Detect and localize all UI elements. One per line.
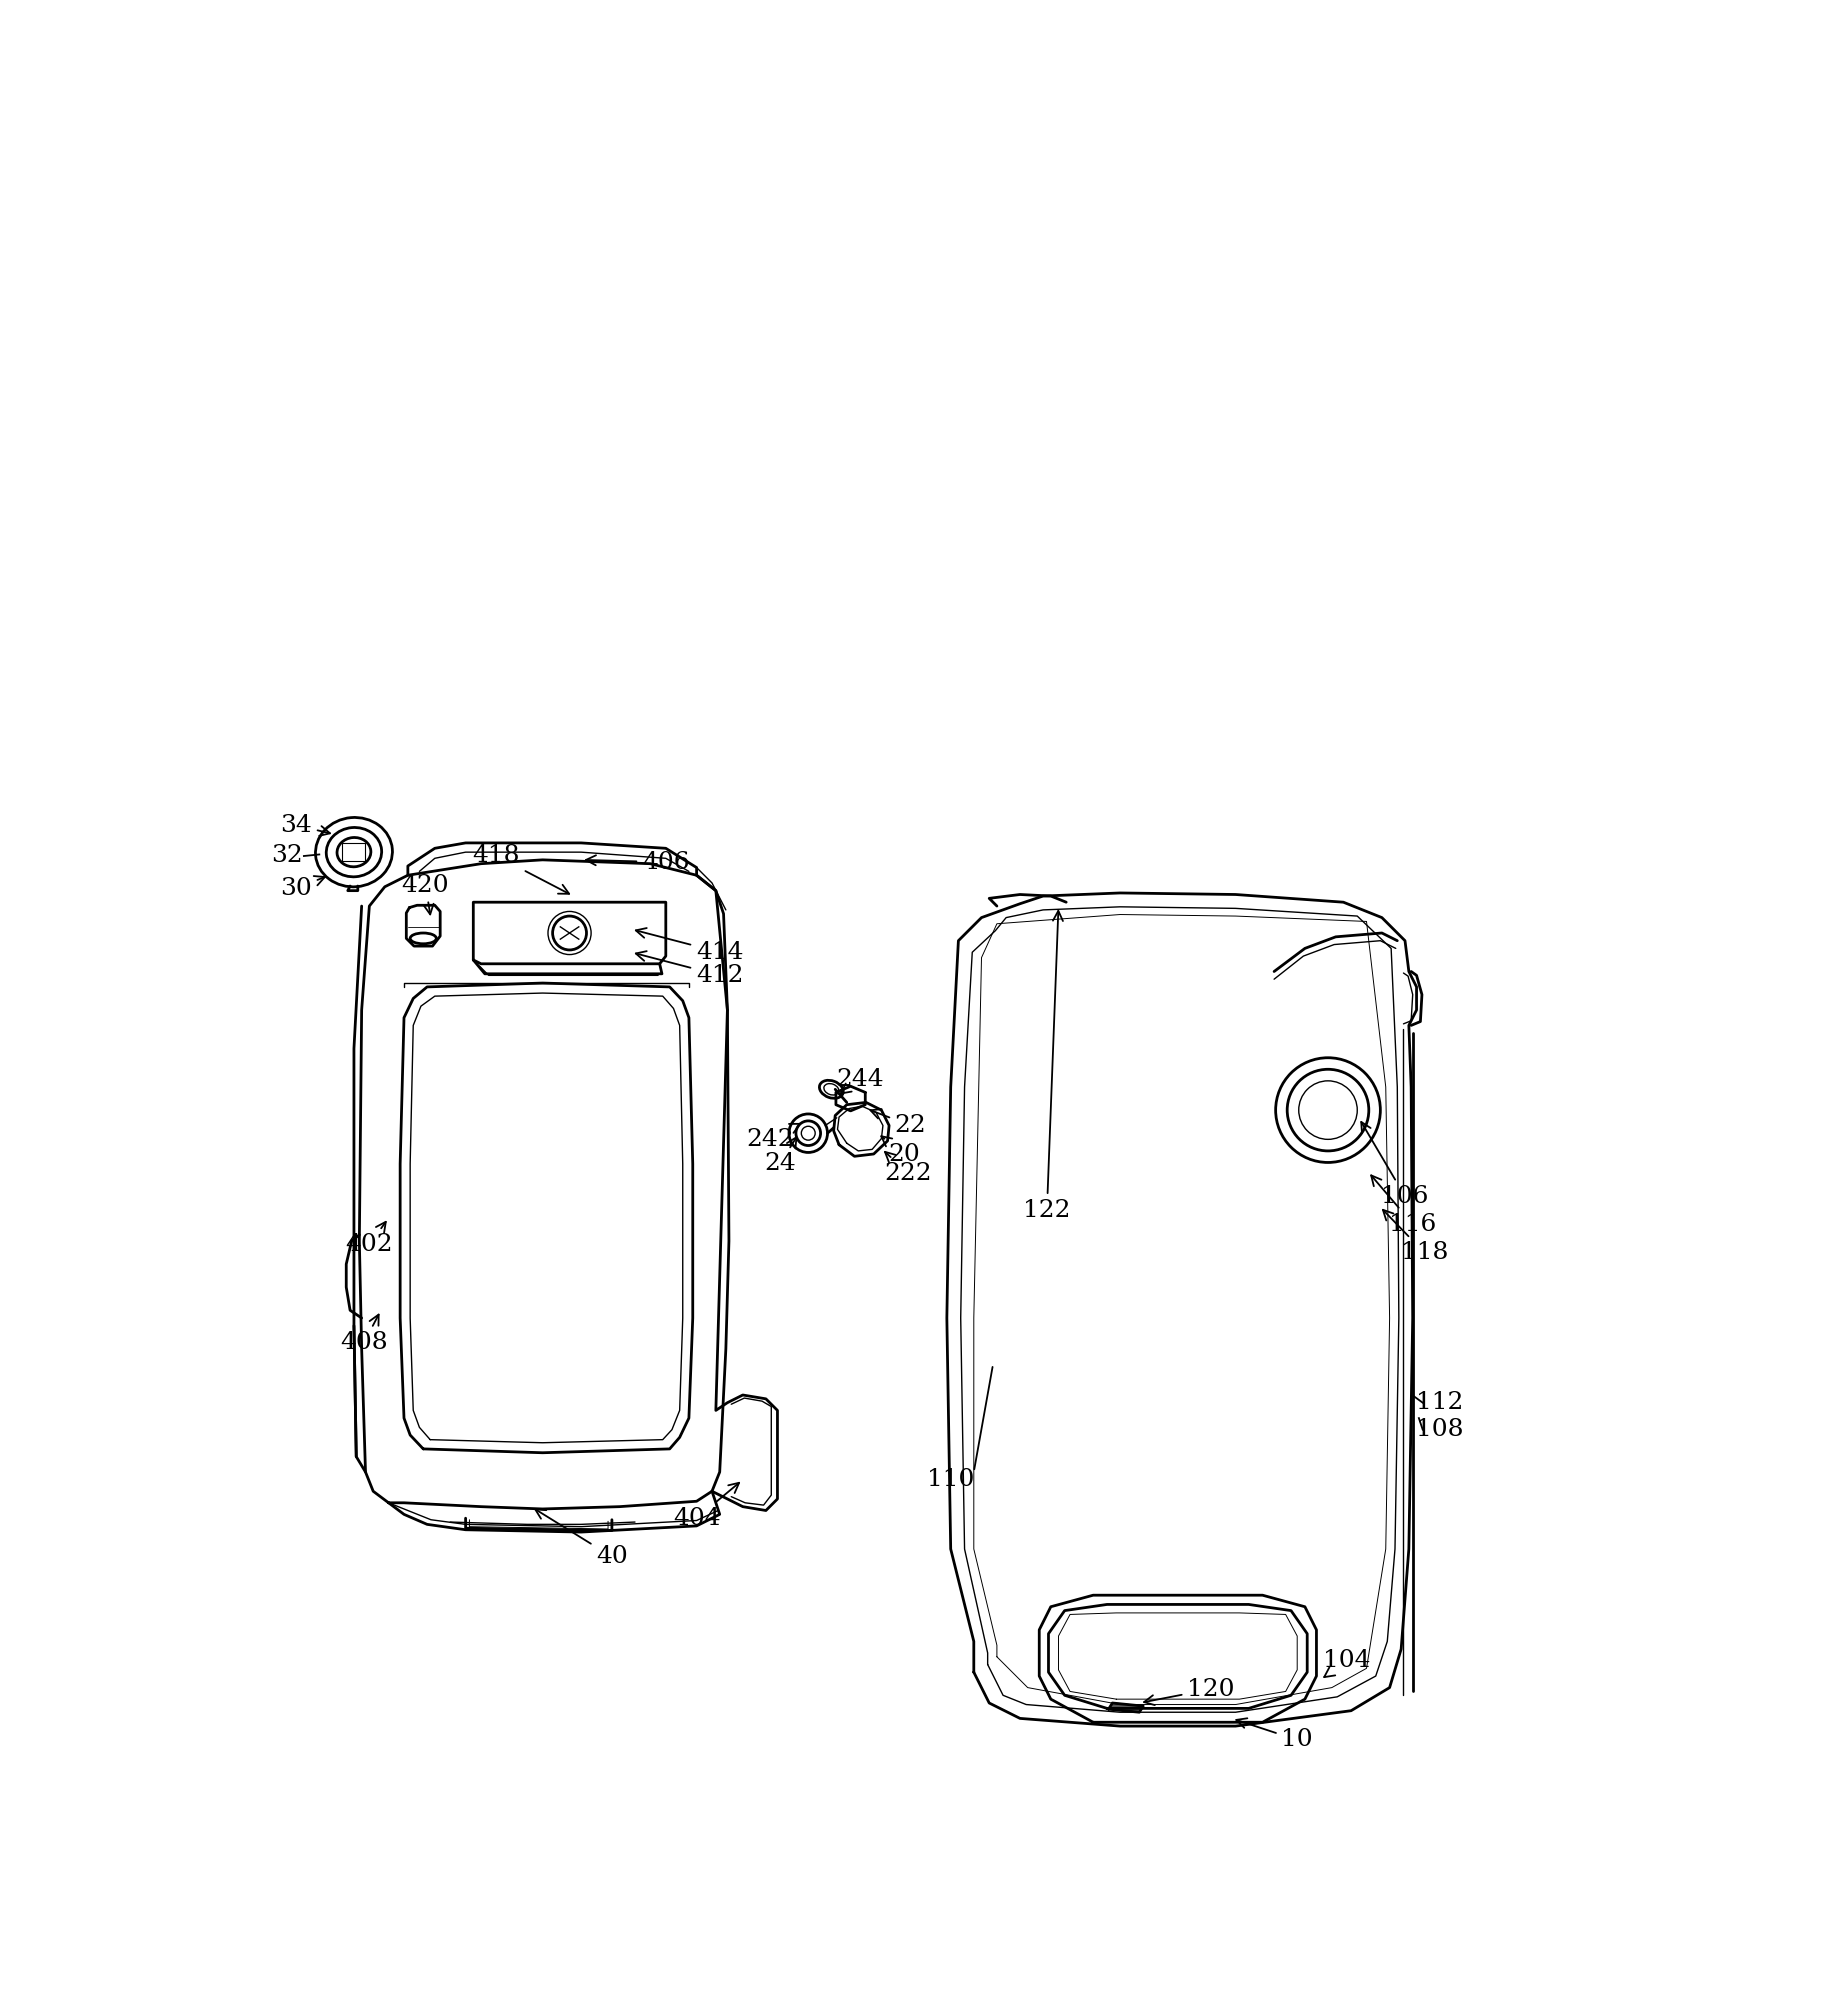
Text: 22: 22: [870, 1110, 927, 1136]
Text: 118: 118: [1383, 1210, 1447, 1264]
Text: 412: 412: [636, 952, 743, 986]
Text: 406: 406: [585, 850, 690, 874]
Text: 116: 116: [1370, 1176, 1436, 1236]
Text: 30: 30: [280, 876, 326, 900]
Text: 32: 32: [270, 844, 303, 868]
Text: 408: 408: [340, 1314, 388, 1354]
Text: 104: 104: [1322, 1650, 1370, 1678]
Text: 34: 34: [280, 814, 329, 836]
Text: 414: 414: [636, 928, 743, 964]
Text: 244: 244: [835, 1068, 883, 1094]
Text: 106: 106: [1361, 1122, 1427, 1208]
Text: 20: 20: [881, 1136, 920, 1166]
Text: 404: 404: [673, 1482, 739, 1530]
Text: 242: 242: [745, 1124, 800, 1150]
Text: 10: 10: [1236, 1718, 1313, 1752]
Text: 24: 24: [763, 1138, 796, 1176]
Text: 418: 418: [473, 844, 568, 894]
Text: 108: 108: [1416, 1418, 1462, 1442]
Text: 402: 402: [346, 1222, 394, 1256]
Text: 120: 120: [1144, 1678, 1234, 1706]
Text: 110: 110: [927, 1468, 975, 1492]
Text: 112: 112: [1416, 1392, 1462, 1414]
Text: 222: 222: [885, 1152, 932, 1184]
Text: 122: 122: [1022, 910, 1070, 1222]
Polygon shape: [1107, 1704, 1142, 1712]
Text: 420: 420: [401, 874, 449, 914]
Text: 40: 40: [535, 1510, 627, 1568]
